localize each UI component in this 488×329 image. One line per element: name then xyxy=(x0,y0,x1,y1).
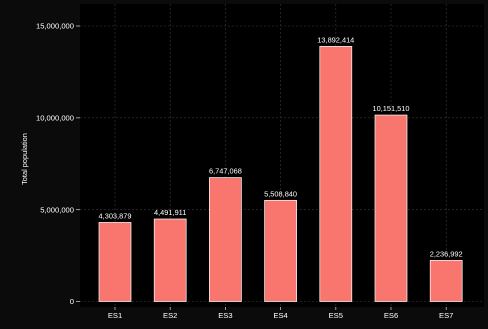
y-tick-label: 5,000,000 xyxy=(40,205,74,214)
x-tick-label: ES3 xyxy=(218,311,232,320)
y-axis-title: Total population xyxy=(20,133,29,185)
bar-value-label: 4,491,911 xyxy=(154,208,186,217)
bar-value-label: 6,747,068 xyxy=(209,167,242,176)
x-tick-label: ES5 xyxy=(329,311,343,320)
bar-value-label: 5,508,840 xyxy=(264,189,297,198)
labels: 0 5,000,000 10,000,000 15,000,000 4,303,879 E… xyxy=(36,22,463,320)
y-tick-label: 15,000,000 xyxy=(36,22,74,31)
bar-es6 xyxy=(374,114,408,302)
bar-value-label: 13,892,414 xyxy=(317,35,354,44)
bar-es1 xyxy=(98,222,132,302)
y-tick-label: 10,000,000 xyxy=(36,113,74,122)
bar-es4 xyxy=(264,199,297,302)
bar-es7 xyxy=(429,260,463,302)
y-tick-label: 0 xyxy=(70,297,74,306)
bars xyxy=(98,45,463,302)
x-tick-label: ES1 xyxy=(108,311,122,320)
axes xyxy=(76,25,447,310)
bar-es3 xyxy=(209,177,242,302)
x-tick-label: ES2 xyxy=(163,311,177,320)
bar-es2 xyxy=(153,218,187,302)
bar-value-label: 10,151,510 xyxy=(373,104,410,113)
x-tick-label: ES6 xyxy=(384,311,398,320)
x-tick-label: ES7 xyxy=(439,311,453,320)
bar-value-label: 4,303,879 xyxy=(99,211,132,220)
bar-es5 xyxy=(319,45,353,302)
x-tick-label: ES4 xyxy=(273,311,287,320)
bar-value-label: 2,236,992 xyxy=(430,249,463,258)
